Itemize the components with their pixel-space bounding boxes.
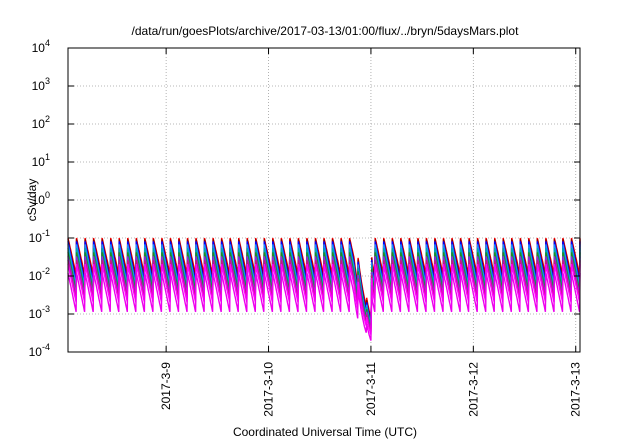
x-tick-label: 2017-3-9 xyxy=(159,362,173,410)
series-line-3 xyxy=(67,241,581,323)
series-line-2 xyxy=(67,239,581,321)
x-tick-label: 2017-3-12 xyxy=(466,362,480,417)
y-tick-label: 102 xyxy=(32,114,50,131)
series-lines xyxy=(67,237,581,341)
y-tick-label: 10-4 xyxy=(29,342,50,359)
series-line-1 xyxy=(67,237,581,318)
y-axis-label: cSv/day xyxy=(25,179,39,222)
chart-title: /data/run/goesPlots/archive/2017-03-13/0… xyxy=(132,24,520,38)
axis-ticks xyxy=(68,47,580,353)
x-tick-label: 2017-3-13 xyxy=(569,362,583,417)
y-tick-label: 101 xyxy=(32,152,50,169)
x-tick-label: 2017-3-11 xyxy=(364,362,378,416)
y-tick-label: 10-3 xyxy=(29,304,50,321)
series-line-4 xyxy=(67,244,581,325)
x-tick-label: 2017-3-10 xyxy=(262,362,276,417)
x-tick-labels: 2017-3-9 2017-3-10 2017-3-11 2017-3-12 2017-… xyxy=(159,362,583,417)
y-tick-label: 100 xyxy=(32,190,50,207)
series-line-10 xyxy=(67,272,581,341)
series-line-8 xyxy=(67,260,581,333)
series-line-7 xyxy=(67,256,581,331)
y-tick-label: 10-1 xyxy=(29,228,50,245)
x-axis-label: Coordinated Universal Time (UTC) xyxy=(233,425,417,439)
y-tick-label: 103 xyxy=(32,76,50,93)
series-line-5 xyxy=(67,248,581,327)
y-tick-label: 104 xyxy=(32,38,50,55)
y-tick-labels: 10-4 10-3 10-2 10-1 100 101 102 103 104 xyxy=(29,38,50,359)
series-line-9 xyxy=(67,263,581,335)
y-tick-label: 10-2 xyxy=(29,266,50,283)
series-line-6 xyxy=(67,252,581,329)
